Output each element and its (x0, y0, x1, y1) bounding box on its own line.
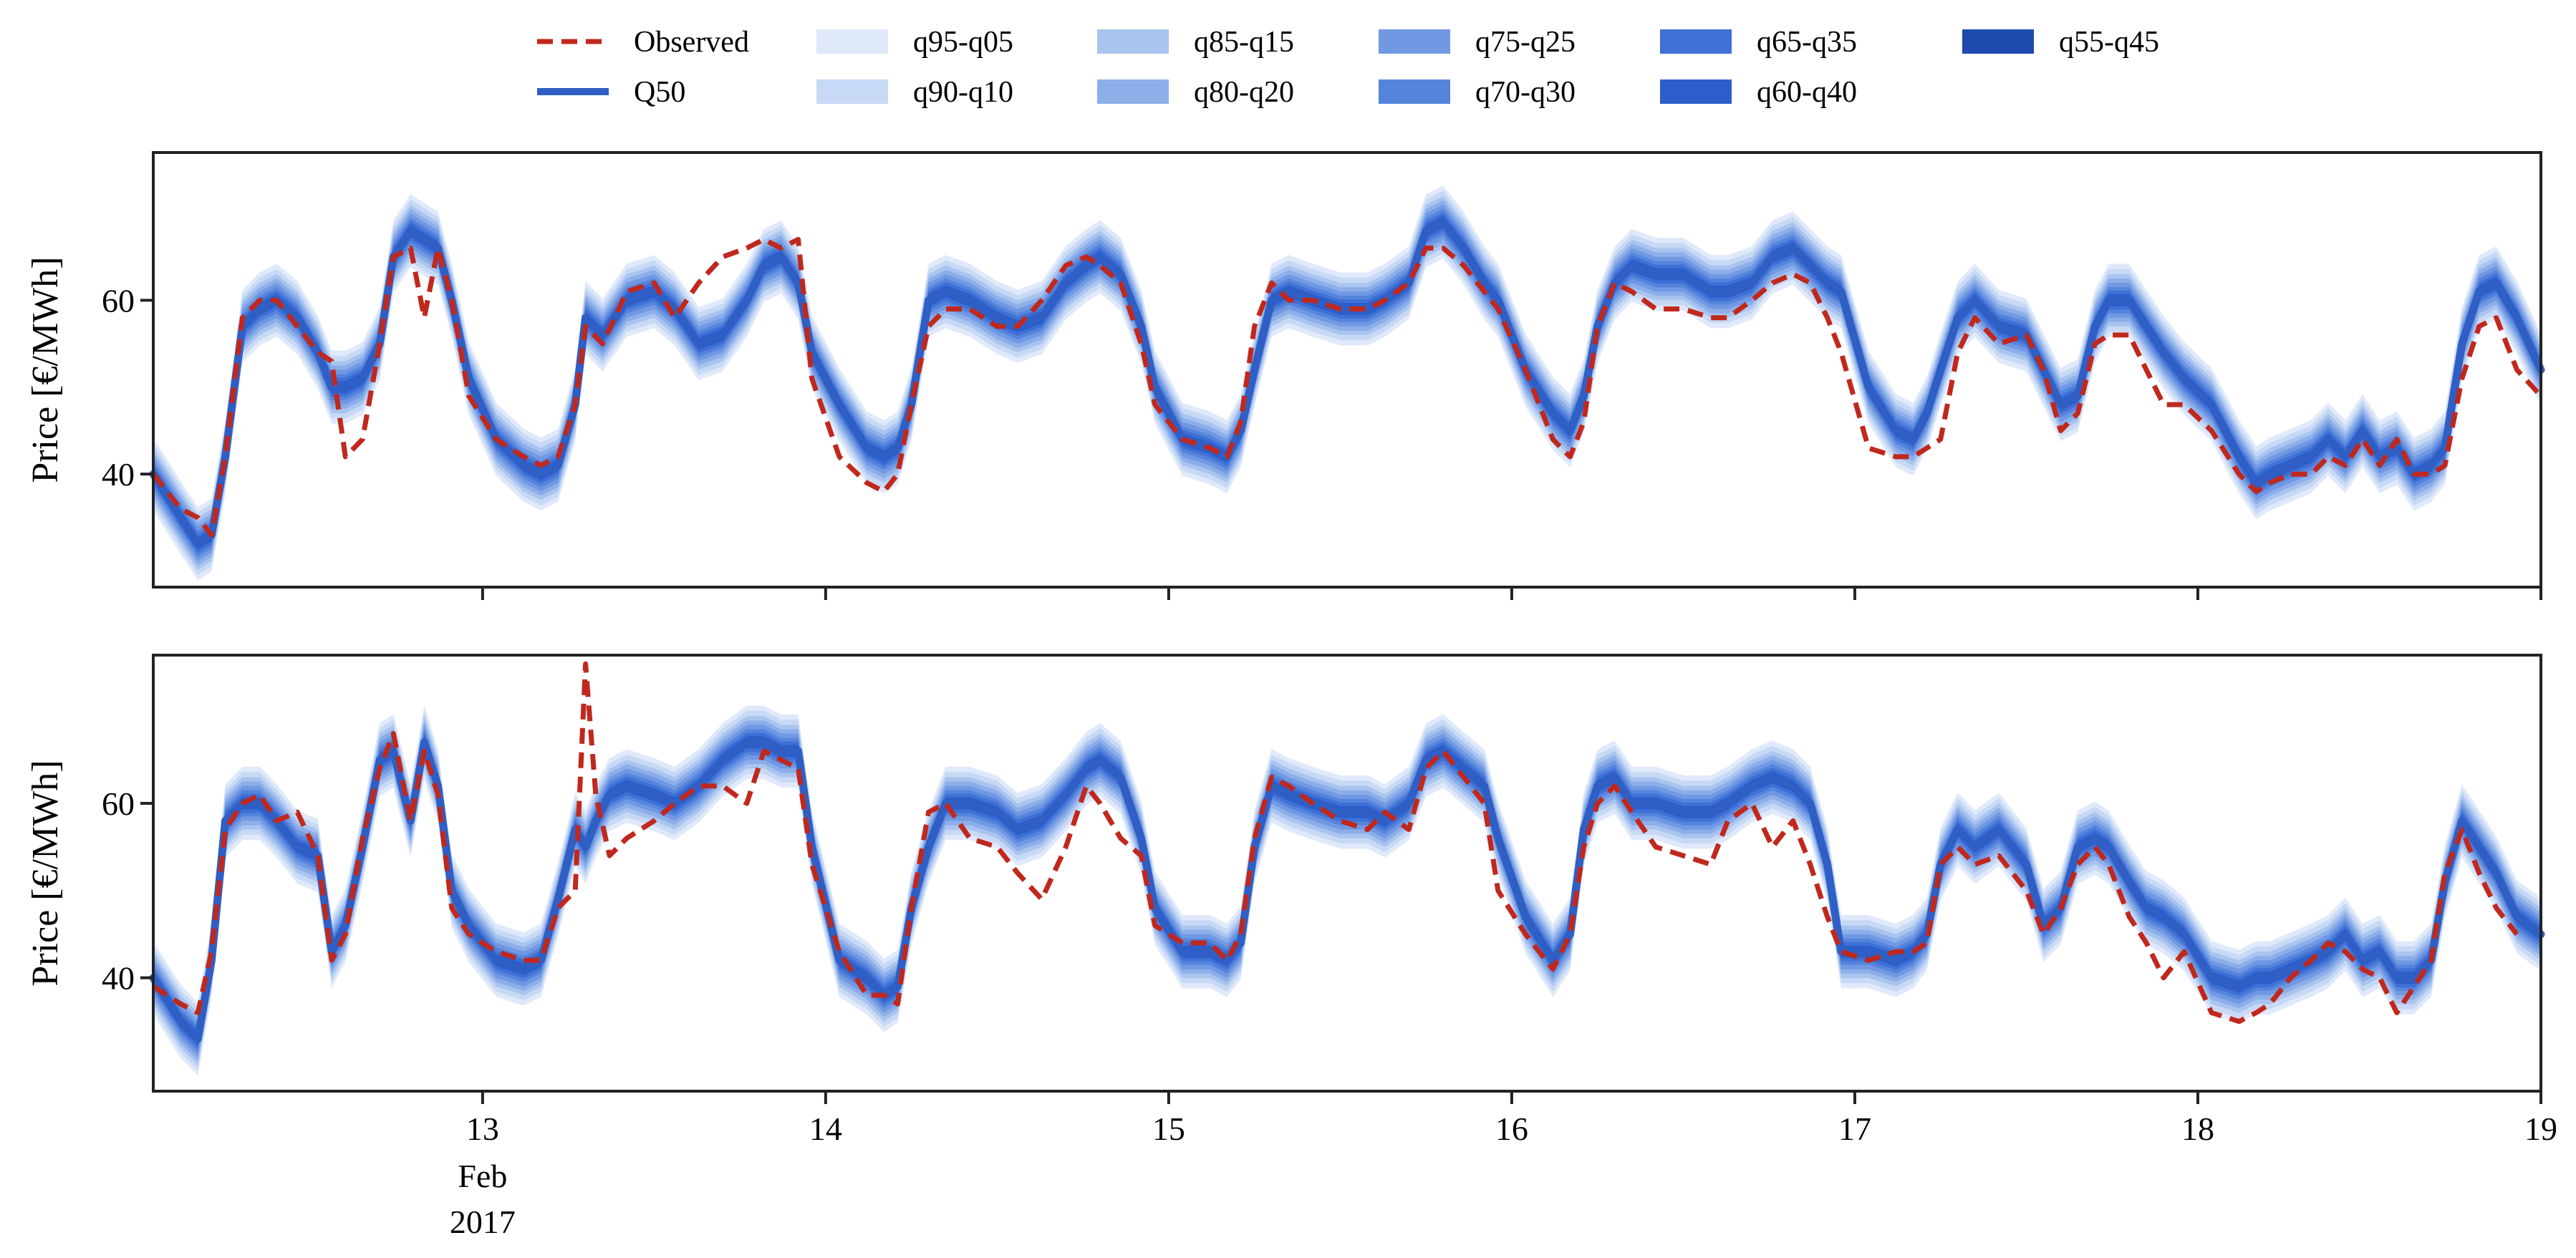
legend-label: q85-q15 (1194, 26, 1294, 59)
legend-entry-q70-q30: q70-q30 (1379, 76, 1576, 109)
legend-swatch (1097, 29, 1169, 54)
x-month-label: Feb (458, 1158, 507, 1194)
y-tick-label: 60 (102, 785, 135, 822)
band-q65-q35 (153, 212, 2541, 553)
x-tick-label: 17 (1838, 1111, 1871, 1147)
legend-swatch (1660, 29, 1732, 54)
legend-entry-q85-q15: q85-q15 (1097, 26, 1294, 59)
legend-entry-observed: Observed (537, 26, 749, 59)
top-observed-line (151, 236, 2543, 538)
top-y-ticks: 40 60 (102, 282, 153, 493)
x-year-label: 2017 (450, 1204, 516, 1240)
y-tick-label: 60 (102, 282, 135, 319)
band-q85-q15 (153, 716, 2541, 1065)
top-panel: 40 60 Price [€/MWh] (25, 151, 2545, 600)
legend-swatch (1379, 29, 1450, 54)
bottom-q50-line (149, 738, 2545, 1043)
legend-entry-q80-q20: q80-q20 (1097, 76, 1294, 109)
y-tick-label: 40 (102, 456, 135, 493)
legend-label: q55-q45 (2059, 26, 2159, 59)
legend-label: q60-q40 (1757, 76, 1857, 109)
bottom-y-ticks: 40 60 (102, 785, 153, 997)
legend-swatch (816, 79, 888, 104)
legend-entry-q60-q40: q60-q40 (1660, 76, 1857, 109)
legend-entry-q65-q35: q65-q35 (1660, 26, 1857, 59)
legend-swatch (1379, 79, 1450, 104)
x-tick-label: 19 (2524, 1111, 2557, 1147)
legend-label: q95-q05 (913, 26, 1013, 59)
legend-label: Observed (634, 26, 749, 59)
x-tick-label: 16 (1495, 1111, 1528, 1147)
top-quantile-bands (153, 185, 2541, 581)
legend: Observed Q50 q95-q05 q90-q10 q85-q15 q80-q20 q… (537, 26, 2159, 109)
legend-entry-q50: Q50 (537, 76, 685, 109)
x-tick-label: 15 (1152, 1111, 1185, 1147)
legend-entry-q95-q05: q95-q05 (816, 26, 1013, 59)
band-q95-q05 (153, 705, 2541, 1076)
legend-swatch (1660, 79, 1732, 104)
legend-label: q90-q10 (913, 76, 1013, 109)
legend-swatch (816, 29, 888, 54)
legend-entry-q75-q25: q75-q25 (1379, 26, 1576, 59)
legend-label: q65-q35 (1757, 26, 1857, 59)
bottom-y-axis-label: Price [€/MWh] (25, 760, 66, 986)
legend-label: q75-q25 (1475, 26, 1576, 59)
legend-entry-q90-q10: q90-q10 (816, 76, 1013, 109)
legend-entry-q55-q45: q55-q45 (1962, 26, 2159, 59)
top-x-ticks (481, 587, 2542, 600)
bottom-x-ticks: 13 14 15 16 17 18 19 (466, 1091, 2557, 1147)
band-q80-q20 (153, 720, 2541, 1061)
x-tick-label: 14 (809, 1111, 842, 1147)
x-tick-label: 18 (2181, 1111, 2214, 1147)
top-axes-frame (152, 151, 2542, 589)
y-tick-label: 40 (102, 960, 135, 997)
band-q90-q10 (153, 711, 2541, 1070)
legend-swatch (1962, 29, 2034, 54)
legend-label: q80-q20 (1194, 76, 1294, 109)
bottom-quantile-bands (153, 705, 2541, 1076)
x-tick-label: 13 (466, 1111, 499, 1147)
bottom-axes-frame (152, 654, 2542, 1093)
legend-label: q70-q30 (1475, 76, 1576, 109)
bottom-observed-line (152, 661, 2519, 1025)
legend-label: Q50 (634, 76, 685, 109)
legend-swatch (1097, 79, 1169, 104)
band-q75-q25 (153, 725, 2541, 1057)
top-y-axis-label: Price [€/MWh] (25, 256, 66, 483)
bottom-panel: 40 60 13 14 15 16 17 18 19 Price [€/MWh] Feb 20… (25, 654, 2557, 1240)
